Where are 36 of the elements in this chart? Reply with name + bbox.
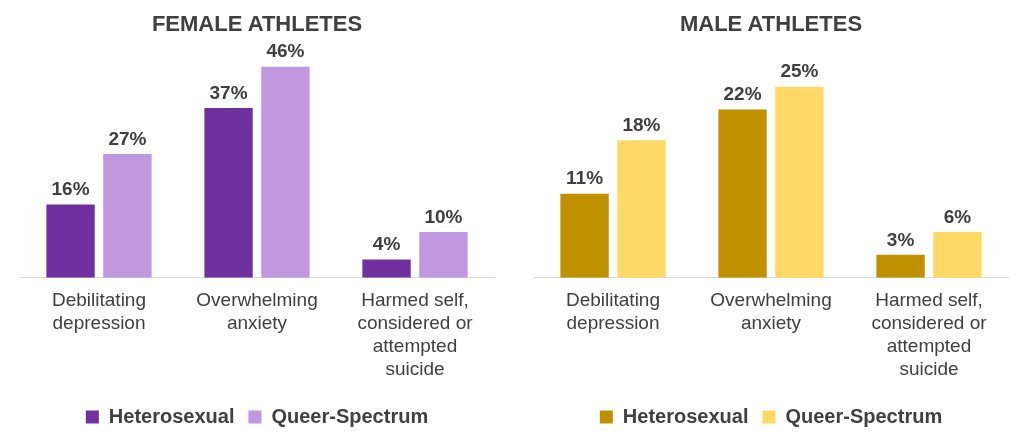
bar (718, 109, 767, 278)
bar (933, 231, 982, 278)
data-label: 46% (266, 40, 305, 62)
x-tick-label: Overwhelming anxiety (710, 289, 832, 334)
legend-label: Heterosexual (622, 404, 749, 427)
data-label: 18% (622, 113, 661, 135)
x-tick-label: Debilitating depression (52, 289, 146, 334)
x-tick-label: Harmed self, considered or attempted suicide (871, 289, 988, 379)
legend-label: Queer-Spectrum (271, 404, 429, 427)
data-label: 16% (51, 178, 90, 200)
bar (362, 259, 411, 278)
bar (46, 204, 95, 278)
legend-label: Queer-Spectrum (785, 404, 943, 427)
x-tick-label: Harmed self, considered or attempted suicide (357, 289, 474, 379)
bar (261, 66, 310, 278)
chart-title: MALE ATHLETES (679, 11, 863, 37)
bar (617, 140, 666, 278)
bar (775, 86, 824, 278)
data-label: 10% (424, 205, 463, 227)
data-label: 11% (566, 167, 604, 189)
bar (204, 108, 253, 278)
data-label: 25% (780, 60, 819, 82)
x-tick-label: Debilitating depression (566, 289, 660, 334)
bar (103, 153, 152, 278)
bar (876, 254, 925, 278)
legend-label: Heterosexual (108, 404, 235, 427)
data-label: 22% (723, 83, 762, 105)
data-label: 6% (943, 205, 972, 227)
bar (560, 193, 609, 278)
data-label: 27% (108, 127, 147, 149)
data-label: 3% (886, 228, 915, 250)
x-tick-label: Overwhelming anxiety (196, 289, 318, 334)
chart-title: FEMALE ATHLETES (151, 11, 363, 37)
data-label: 4% (372, 233, 401, 255)
bar (419, 231, 468, 278)
data-label: 37% (209, 81, 248, 103)
